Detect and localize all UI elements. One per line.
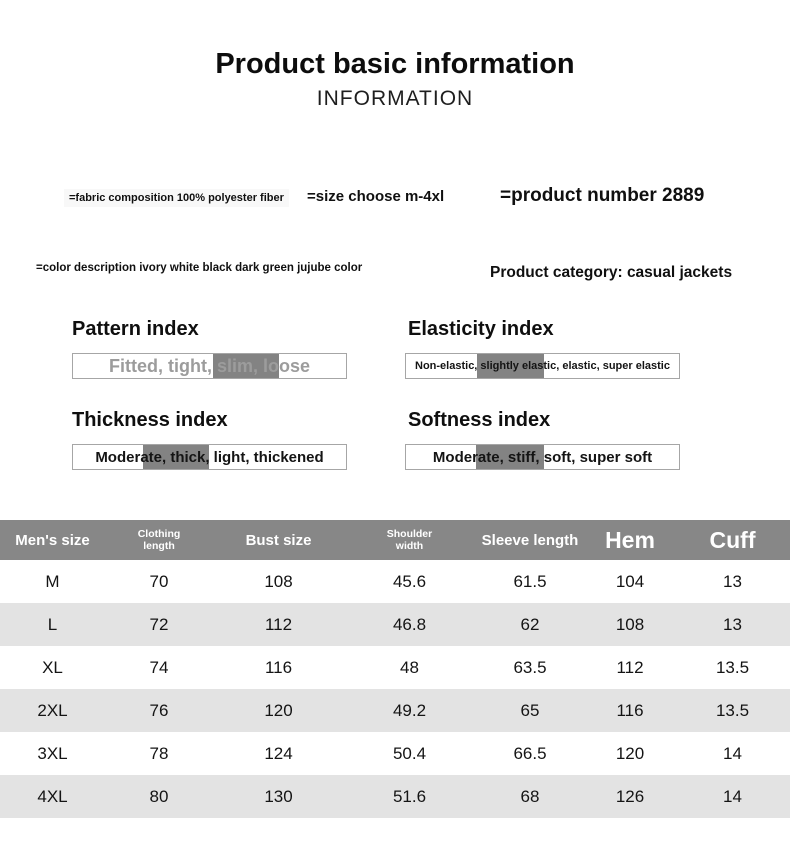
table-row: XL 74 116 48 63.5 112 13.5 <box>0 646 790 689</box>
column-header-cuff: Cuff <box>709 526 756 553</box>
table-cell: 4XL <box>37 786 68 806</box>
fabric-composition-text: =fabric composition 100% polyester fiber <box>64 189 289 207</box>
column-header-bust-size: Bust size <box>245 531 312 549</box>
table-cell: 80 <box>149 786 169 806</box>
table-cell: 66.5 <box>513 743 547 763</box>
elasticity-index-options: Non-elastic, slightly elastic, elastic, … <box>415 360 670 372</box>
table-cell: 78 <box>149 743 169 763</box>
table-row: M 70 108 45.6 61.5 104 13 <box>0 560 790 603</box>
table-cell: 70 <box>149 571 169 591</box>
header-row: Men's size Clothing length Bust size Sho… <box>0 520 790 560</box>
thickness-index-title: Thickness index <box>72 409 228 431</box>
table-cell: 124 <box>264 743 293 763</box>
table-cell: 76 <box>149 700 169 720</box>
table-cell: 112 <box>264 614 293 634</box>
elasticity-highlight-bar <box>477 354 544 378</box>
table-cell: 63.5 <box>513 657 547 677</box>
product-number-text: =product number 2889 <box>500 185 705 206</box>
color-description-text: =color description ivory white black dar… <box>36 262 363 274</box>
table-cell: 126 <box>615 786 645 806</box>
table-cell: 50.4 <box>392 743 427 763</box>
softness-index-options-box: Moderate, stiff, soft, super soft <box>405 444 680 470</box>
table-cell: 108 <box>264 571 293 591</box>
softness-index-title: Softness index <box>408 409 551 431</box>
table-cell: M <box>45 571 60 591</box>
table-cell: XL <box>42 657 63 677</box>
size-table: Men's size Clothing length Bust size Sho… <box>0 520 790 818</box>
table-cell: 14 <box>723 743 742 763</box>
column-header-sleeve-length: Sleeve length <box>481 531 579 549</box>
table-cell: 62 <box>520 614 540 634</box>
table-row: 4XL 80 130 51.6 68 126 14 <box>0 775 790 818</box>
table-cell: 14 <box>723 786 742 806</box>
pattern-index-title: Pattern index <box>72 318 199 340</box>
table-cell: 120 <box>264 700 293 720</box>
column-header-clothing-length: Clothing length <box>137 527 181 552</box>
thickness-index-options-box: Moderate, thick, light, thickened <box>72 444 347 470</box>
table-cell: 13.5 <box>715 700 750 720</box>
table-cell: 13.5 <box>715 657 750 677</box>
table-cell: 120 <box>615 743 645 763</box>
table-cell: 51.6 <box>392 786 427 806</box>
pattern-index-options-box: Fitted, tight, slim, loose <box>72 353 347 379</box>
thickness-index-options: Moderate, thick, light, thickened <box>95 448 324 466</box>
size-table-header: Men's size Clothing length Bust size Sho… <box>0 520 790 560</box>
table-cell: 3XL <box>37 743 68 763</box>
table-cell: 74 <box>149 657 169 677</box>
table-cell: 61.5 <box>513 571 547 591</box>
table-cell: 104 <box>615 571 645 591</box>
softness-index-options: Moderate, stiff, soft, super soft <box>432 448 653 466</box>
table-cell: 49.2 <box>392 700 427 720</box>
table-row: L 72 112 46.8 62 108 13 <box>0 603 790 646</box>
table-cell: 72 <box>149 614 169 634</box>
table-cell: 112 <box>616 657 644 677</box>
table-cell: 68 <box>520 786 540 806</box>
product-category-text: Product category: casual jackets <box>490 264 733 281</box>
table-cell: 116 <box>264 657 293 677</box>
page-title: Product basic information <box>215 48 575 80</box>
page-subtitle: INFORMATION <box>316 87 474 110</box>
table-cell: 2XL <box>37 700 68 720</box>
table-cell: 108 <box>615 614 645 634</box>
pattern-index-options: Fitted, tight, slim, loose <box>108 355 310 376</box>
column-header-mens-size: Men's size <box>15 531 90 549</box>
table-row: 2XL 76 120 49.2 65 116 13.5 <box>0 689 790 732</box>
size-range-text: =size choose m-4xl <box>307 188 445 205</box>
softness-highlight-bar <box>476 445 544 469</box>
table-cell: 13 <box>723 571 742 591</box>
thickness-highlight-bar <box>143 445 209 469</box>
table-cell: 130 <box>264 786 293 806</box>
pattern-highlight-bar <box>213 354 279 378</box>
table-cell: 13 <box>723 614 742 634</box>
table-cell: L <box>47 614 58 634</box>
table-cell: 48 <box>400 657 419 677</box>
size-table-body: M 70 108 45.6 61.5 104 13 L 72 112 46.8 62 108 13 XL 74… <box>0 560 790 818</box>
table-cell: 65 <box>520 700 540 720</box>
column-header-shoulder-width: Shoulder width <box>386 527 433 552</box>
column-header-hem: Hem <box>605 526 655 553</box>
table-cell: 46.8 <box>392 614 427 634</box>
elasticity-index-title: Elasticity index <box>408 318 554 340</box>
elasticity-index-options-box: Non-elastic, slightly elastic, elastic, … <box>405 353 680 379</box>
table-cell: 45.6 <box>392 571 427 591</box>
table-cell: 116 <box>616 700 644 720</box>
table-row: 3XL 78 124 50.4 66.5 120 14 <box>0 732 790 775</box>
